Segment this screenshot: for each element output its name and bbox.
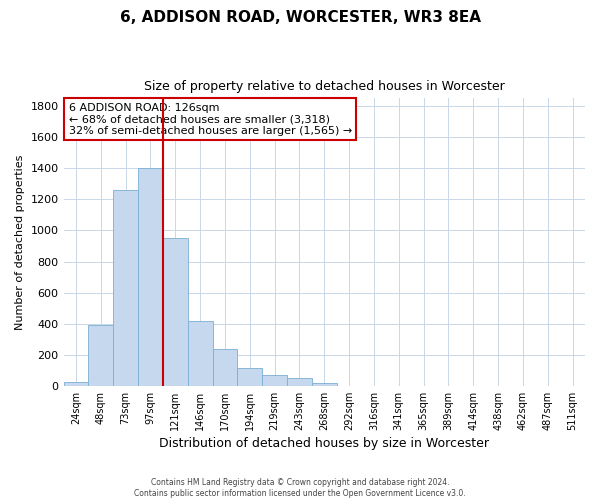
Bar: [88, 325, 113, 386]
Bar: [287, 378, 312, 386]
Bar: [188, 320, 212, 386]
Bar: [262, 376, 287, 386]
Bar: [138, 168, 163, 386]
Text: 6 ADDISON ROAD: 126sqm
← 68% of detached houses are smaller (3,318)
32% of semi-: 6 ADDISON ROAD: 126sqm ← 68% of detached…: [69, 102, 352, 136]
Y-axis label: Number of detached properties: Number of detached properties: [15, 154, 25, 330]
Bar: [312, 384, 337, 386]
Bar: [238, 368, 262, 386]
X-axis label: Distribution of detached houses by size in Worcester: Distribution of detached houses by size …: [159, 437, 489, 450]
Text: 6, ADDISON ROAD, WORCESTER, WR3 8EA: 6, ADDISON ROAD, WORCESTER, WR3 8EA: [119, 10, 481, 25]
Bar: [163, 238, 188, 386]
Bar: [113, 190, 138, 386]
Bar: [212, 350, 238, 386]
Title: Size of property relative to detached houses in Worcester: Size of property relative to detached ho…: [144, 80, 505, 93]
Bar: [64, 382, 88, 386]
Text: Contains HM Land Registry data © Crown copyright and database right 2024.
Contai: Contains HM Land Registry data © Crown c…: [134, 478, 466, 498]
